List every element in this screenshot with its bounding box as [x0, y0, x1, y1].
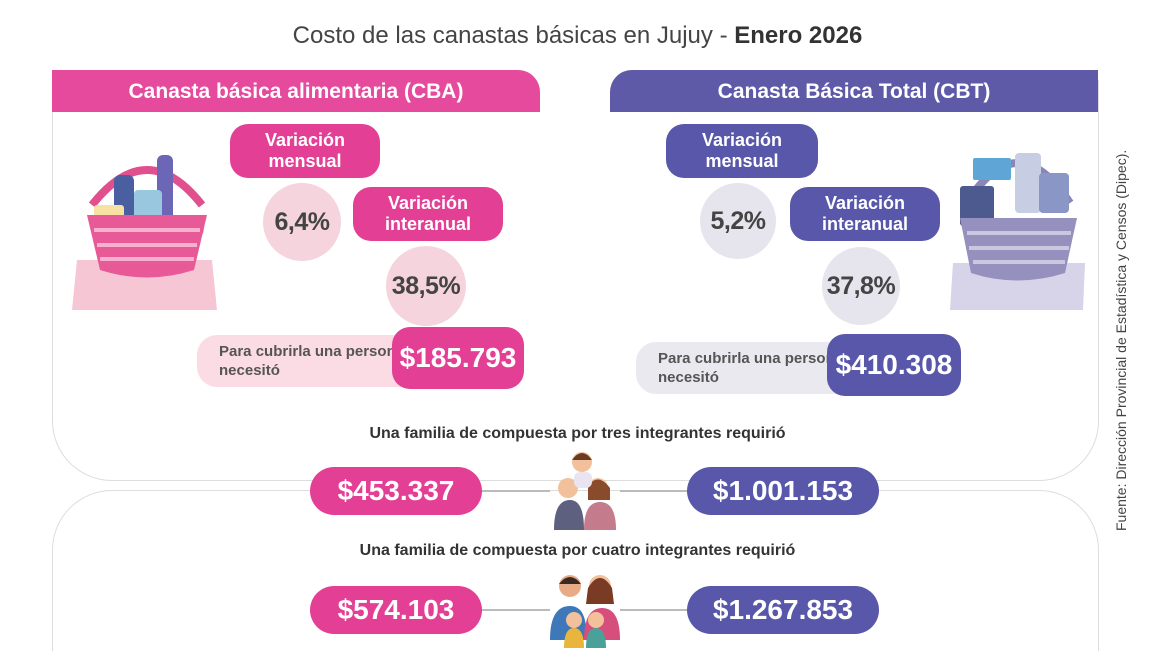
cba-monthly-value: 6,4%	[263, 183, 341, 261]
family-three-label: Una familia de compuesta por tres integr…	[369, 425, 786, 442]
cba-yearly-value: 38,5%	[386, 246, 466, 326]
cba-header: Canasta básica alimentaria (CBA)	[52, 70, 540, 112]
cba-need-value: $185.793	[392, 327, 524, 389]
cbt-yearly-value: 37,8%	[822, 247, 900, 325]
family-four-cba-value: $574.103	[310, 586, 482, 634]
cbt-monthly-value: 5,2%	[700, 183, 776, 259]
family-three-line-left	[480, 490, 550, 492]
family-four-line-right	[620, 609, 690, 611]
family-three-cbt-value: $1.001.153	[687, 467, 879, 515]
family-three-cba-value: $453.337	[310, 467, 482, 515]
family-four-icon	[550, 575, 620, 648]
page-title: Costo de las canastas básicas en Jujuy -…	[292, 22, 863, 49]
family-three-icon	[554, 452, 616, 530]
cbt-monthly-label: Variación mensual	[666, 124, 818, 178]
family-four-label: Una familia de compuesta por cuatro inte…	[359, 542, 796, 559]
cba-yearly-label: Variación interanual	[353, 187, 503, 241]
family-four-line-left	[480, 609, 550, 611]
source-note: Fuente: Dirección Provincial de Estadíst…	[1113, 149, 1129, 531]
cba-monthly-label: Variación mensual	[230, 124, 380, 178]
food-basket-icon	[72, 155, 217, 310]
cbt-need-value: $410.308	[827, 334, 961, 396]
cbt-header: Canasta Básica Total (CBT)	[610, 70, 1098, 112]
family-four-cbt-value: $1.267.853	[687, 586, 879, 634]
family-three-line-right	[620, 490, 690, 492]
cbt-yearly-label: Variación interanual	[790, 187, 940, 241]
total-basket-icon	[950, 153, 1085, 310]
